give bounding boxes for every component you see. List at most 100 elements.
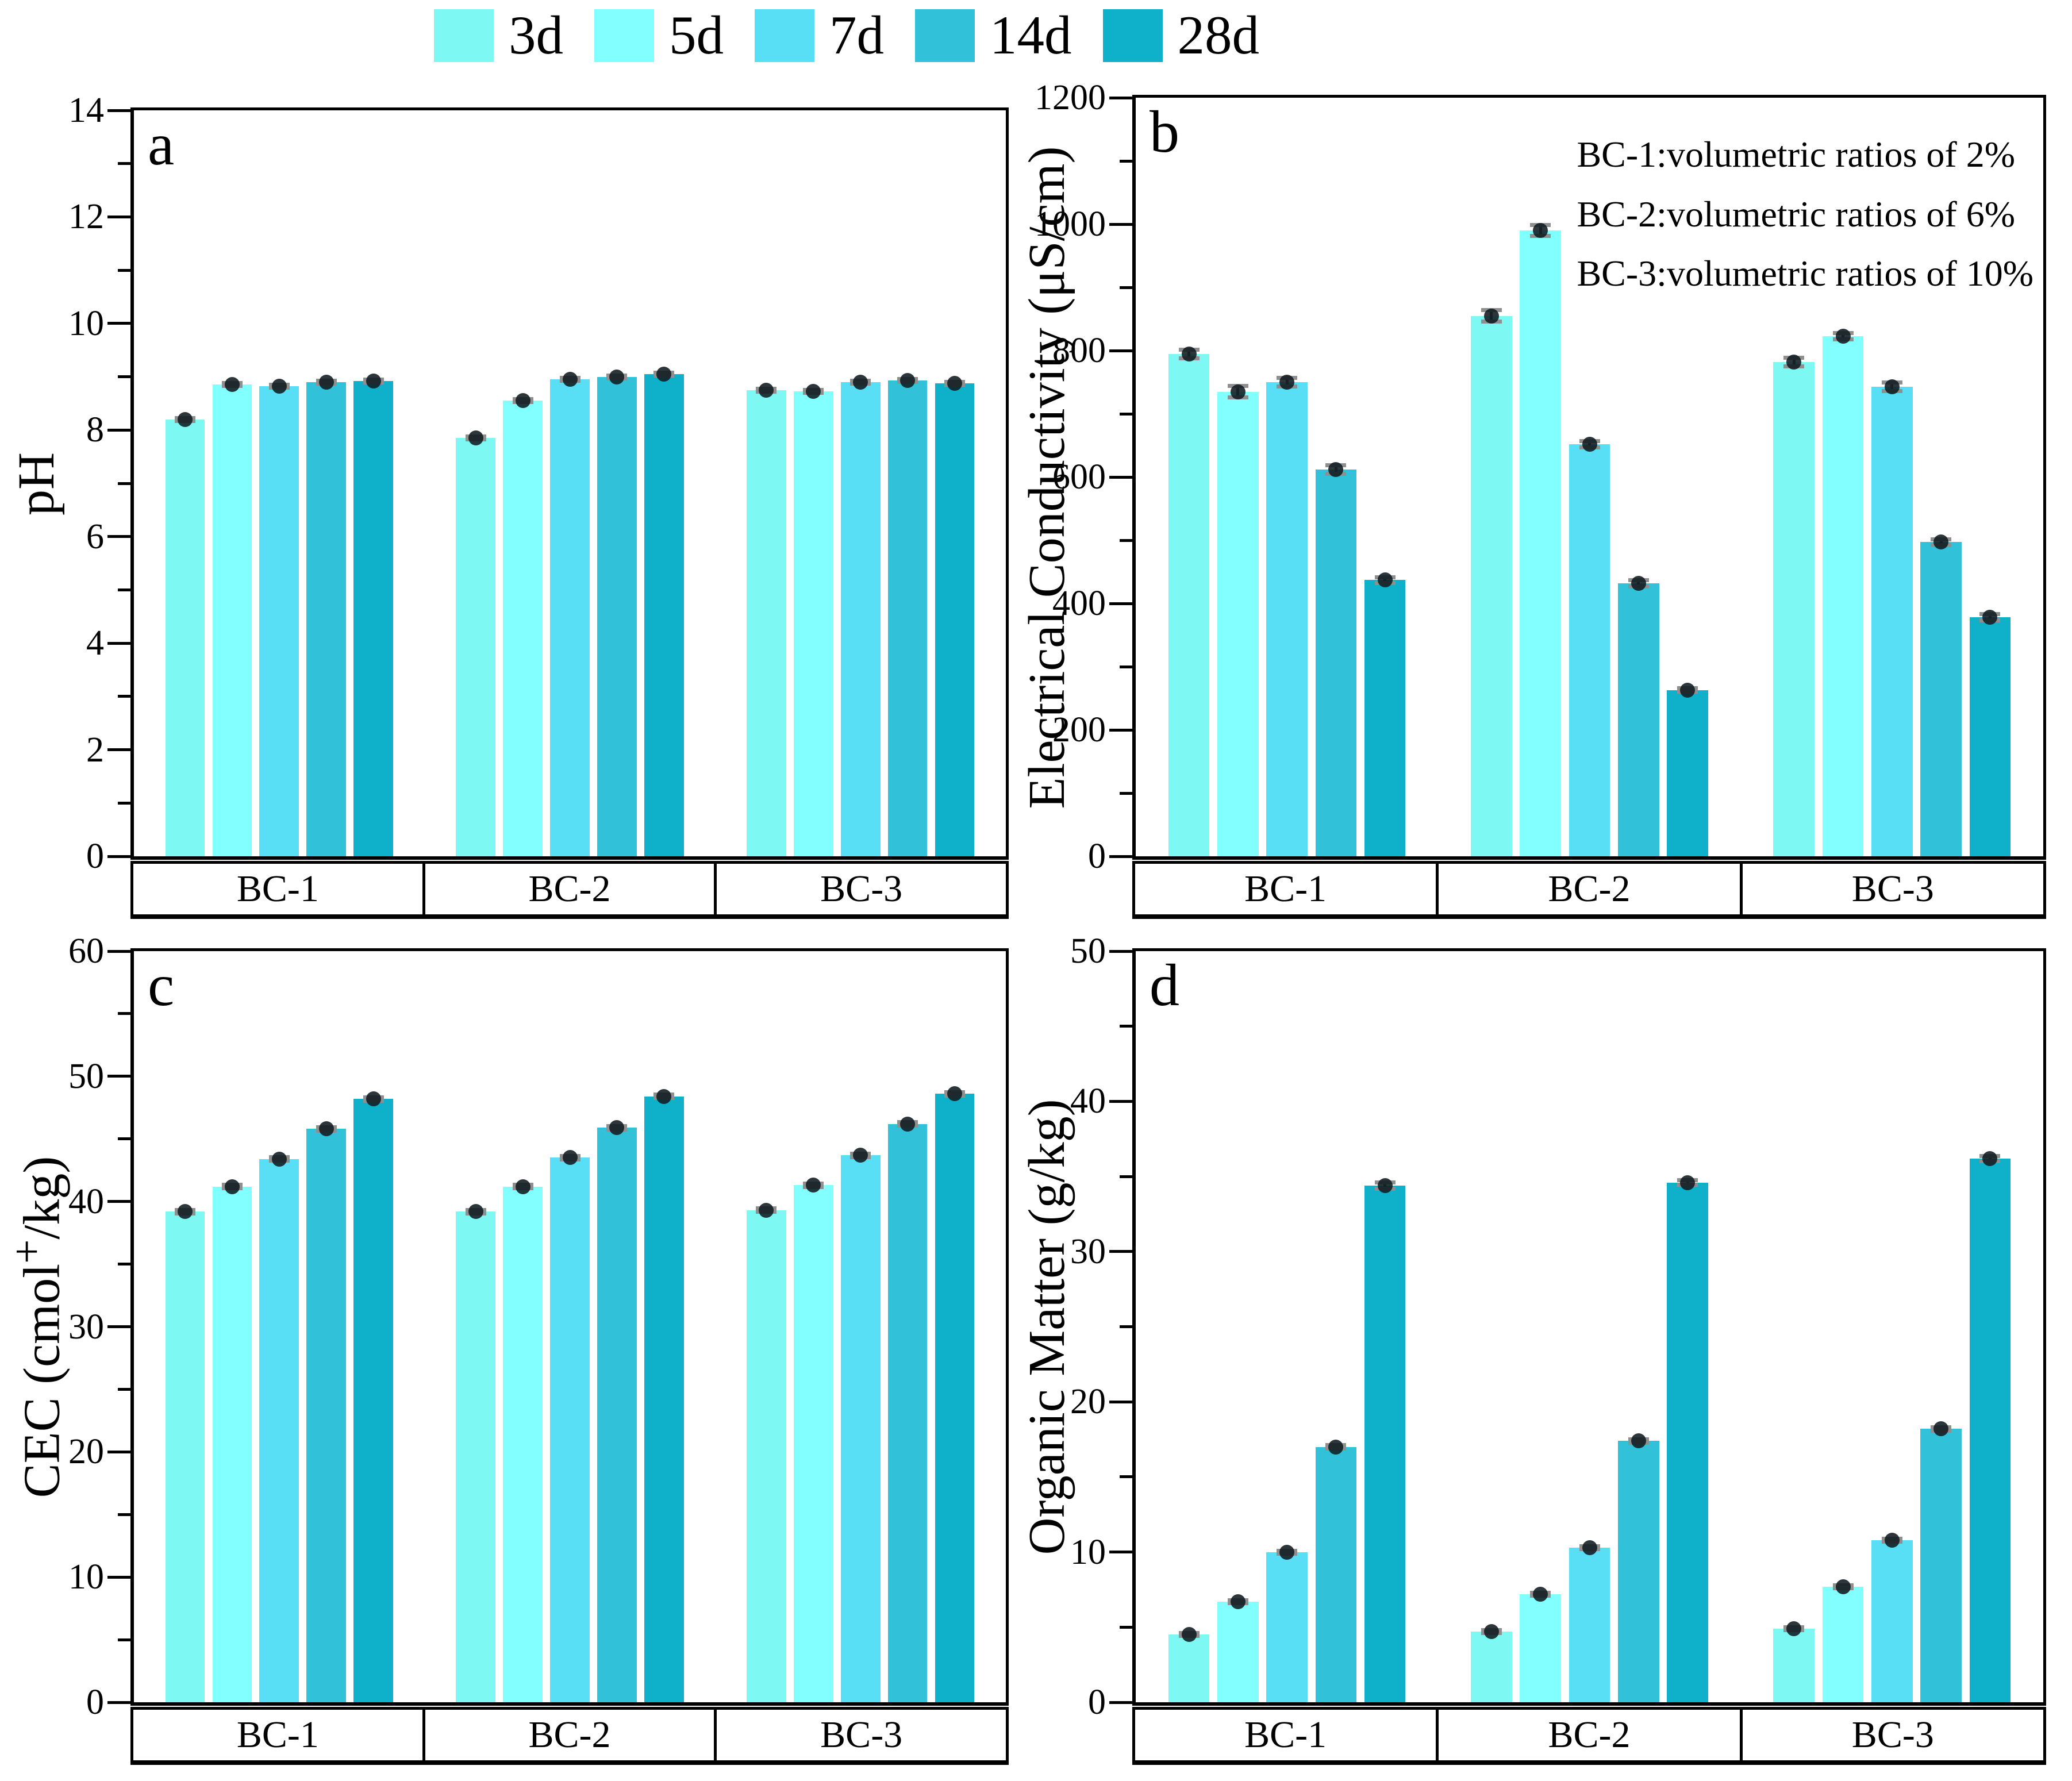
- bar-BC-1-14d: [1315, 469, 1357, 856]
- y-tick-label: 600: [1052, 457, 1106, 497]
- mean-marker-dot: [177, 411, 193, 427]
- mean-marker-dot: [318, 374, 334, 390]
- x-category-BC-1: BC-1: [1244, 1714, 1327, 1756]
- annotation-line: BC-3:volumetric ratios of 10%: [1577, 253, 2033, 294]
- bar-BC-1-5d: [1217, 391, 1259, 856]
- y-major-tick: [107, 535, 130, 538]
- bar-BC-2-5d: [1520, 230, 1562, 856]
- mean-marker-dot: [1786, 1621, 1802, 1636]
- y-major-tick: [107, 1325, 130, 1328]
- mean-marker-dot: [1533, 223, 1548, 238]
- mean-marker-dot: [806, 1178, 821, 1193]
- y-minor-tick: [118, 801, 130, 805]
- mean-marker-dot: [1328, 461, 1344, 477]
- plot-area-c: [130, 948, 1009, 1706]
- mean-marker-dot: [1181, 1627, 1197, 1642]
- y-major-tick: [1109, 475, 1132, 479]
- annotation-line: BC-1:volumetric ratios of 2%: [1577, 134, 2015, 175]
- bar-BC-1-28d: [353, 1099, 394, 1702]
- bar-BC-1-7d: [1266, 1552, 1308, 1702]
- y-major-tick: [1109, 728, 1132, 732]
- y-major-tick: [107, 855, 130, 858]
- mean-marker-dot: [1582, 1540, 1597, 1555]
- legend-item-14d: 14d: [915, 8, 1072, 63]
- mean-marker-dot: [947, 1086, 962, 1102]
- y-tick-label: 1000: [1035, 205, 1106, 244]
- y-axis-title-a: pH: [8, 452, 65, 516]
- y-minor-tick: [118, 1387, 130, 1391]
- bar-BC-1-3d: [165, 419, 205, 856]
- y-minor-tick: [1120, 1475, 1132, 1479]
- y-tick-label: 400: [1052, 584, 1106, 623]
- y-tick-label: 20: [1070, 1382, 1106, 1422]
- bar-BC-3-28d: [935, 383, 975, 856]
- bar-BC-3-14d: [1920, 542, 1962, 856]
- mean-marker-dot: [806, 383, 821, 399]
- mean-marker-dot: [562, 1150, 578, 1165]
- y-major-tick: [1109, 949, 1132, 953]
- bar-BC-3-7d: [840, 382, 881, 856]
- mean-marker-dot: [853, 1148, 868, 1163]
- bar-BC-2-3d: [456, 1211, 496, 1702]
- mean-marker-dot: [1533, 1586, 1548, 1602]
- mean-marker-dot: [224, 377, 240, 393]
- panel-c: c CEC (cmol+/kg) 0 10 20 30 40 50 60 BC-1 BC-2 BC…: [3, 933, 1009, 1765]
- x-category-BC-3: BC-3: [714, 1710, 1006, 1760]
- bar-BC-1-28d: [1364, 580, 1406, 856]
- y-major-tick: [1109, 222, 1132, 226]
- bar-BC-3-14d: [1920, 1429, 1962, 1702]
- x-category-BC-3: BC-3: [714, 864, 1006, 914]
- mean-marker-dot: [1582, 436, 1597, 452]
- y-minor-tick: [1120, 1175, 1132, 1178]
- bar-BC-2-14d: [597, 376, 637, 856]
- y-major-tick: [1109, 1701, 1132, 1704]
- y-axis-title-d: Organic Matter (g/kg): [1018, 1099, 1075, 1555]
- y-tick-label: 12: [68, 197, 104, 237]
- mean-marker-dot: [271, 1151, 287, 1167]
- bar-BC-2-3d: [456, 438, 496, 856]
- mean-marker-dot: [1835, 328, 1851, 344]
- panel-letter-a: a: [148, 111, 175, 178]
- bar-BC-1-3d: [165, 1211, 205, 1702]
- y-tick-label: 10: [68, 1557, 104, 1597]
- bar-BC-3-7d: [840, 1155, 881, 1702]
- y-major-tick: [107, 949, 130, 953]
- mean-marker-dot: [177, 1204, 193, 1220]
- y-minor-tick: [118, 1513, 130, 1516]
- mean-marker-dot: [1631, 1433, 1646, 1449]
- bar-BC-3-5d: [1822, 1586, 1864, 1702]
- y-minor-tick: [118, 1263, 130, 1266]
- mean-marker-dot: [366, 1091, 381, 1107]
- y-tick-label: 0: [86, 1683, 104, 1722]
- bar-BC-3-3d: [746, 390, 786, 856]
- mean-marker-dot: [947, 375, 962, 391]
- y-minor-tick: [118, 1638, 130, 1641]
- mean-marker-dot: [609, 369, 625, 384]
- legend-item-7d: 7d: [755, 8, 884, 63]
- x-category-BC-2: BC-2: [1436, 864, 1739, 914]
- bar-BC-2-14d: [1617, 1441, 1659, 1702]
- mean-marker-dot: [1680, 682, 1696, 698]
- y-tick-label: 40: [68, 1182, 104, 1221]
- bar-BC-2-14d: [1617, 583, 1659, 856]
- mean-marker-dot: [1933, 1421, 1949, 1437]
- legend-swatch-28d: [1102, 9, 1163, 62]
- panel-letter-c: c: [148, 952, 175, 1018]
- y-minor-tick: [118, 695, 130, 698]
- y-major-tick: [107, 1575, 130, 1579]
- panel-letter-d: d: [1150, 952, 1179, 1018]
- y-tick-label: 6: [86, 517, 104, 556]
- bar-BC-3-14d: [887, 1124, 928, 1702]
- y-minor-tick: [1120, 1325, 1132, 1328]
- bar-BC-2-7d: [550, 1157, 590, 1702]
- y-tick-label: 4: [86, 624, 104, 663]
- mean-marker-dot: [759, 1202, 774, 1218]
- y-tick-label: 30: [68, 1307, 104, 1347]
- mean-marker-dot: [1230, 384, 1245, 399]
- y-major-tick: [107, 109, 130, 112]
- y-minor-tick: [1120, 412, 1132, 416]
- y-tick-label: 30: [1070, 1232, 1106, 1271]
- bar-BC-2-28d: [644, 1096, 684, 1702]
- y-tick-label: 8: [86, 410, 104, 450]
